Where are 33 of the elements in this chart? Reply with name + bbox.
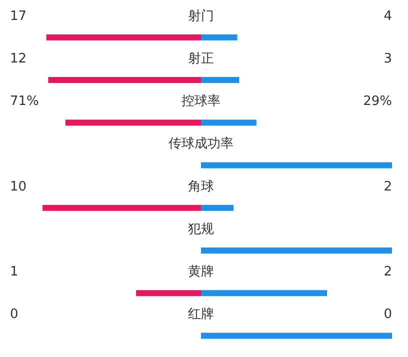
bar (201, 332, 392, 339)
bar (201, 34, 238, 40)
y-tick-label: 射门 (188, 8, 214, 24)
bar (201, 162, 392, 168)
y-tick-label: 红牌 (188, 307, 214, 322)
text: 0 (10, 307, 18, 322)
annotation: 2 (384, 179, 392, 194)
bar (42, 204, 201, 211)
annotation: 3 (384, 51, 392, 66)
annotation: 4 (384, 8, 392, 24)
bar (65, 120, 201, 126)
bar (201, 247, 392, 254)
annotation: 0 (384, 307, 392, 322)
text: 17 (10, 8, 27, 24)
bar (201, 120, 256, 126)
annotation: 29% (363, 94, 392, 110)
bar (46, 34, 201, 40)
y-tick-label: 犯规 (188, 222, 214, 237)
bar (201, 290, 328, 296)
y-tick-label: 控球率 (182, 93, 220, 110)
y-tick-label: 角球 (188, 179, 214, 194)
annotation: 2 (384, 264, 392, 280)
bar (48, 76, 201, 83)
text: 10 (10, 179, 27, 194)
text: 12 (10, 51, 27, 66)
text: 1 (10, 264, 18, 280)
text: 71% (10, 94, 39, 110)
bar (201, 204, 234, 211)
y-tick-label: 射正 (188, 51, 214, 66)
bar (201, 76, 240, 83)
y-tick-label: 黄牌 (188, 264, 214, 280)
bar (136, 290, 201, 296)
y-tick-label: 传球成功率 (168, 136, 234, 152)
